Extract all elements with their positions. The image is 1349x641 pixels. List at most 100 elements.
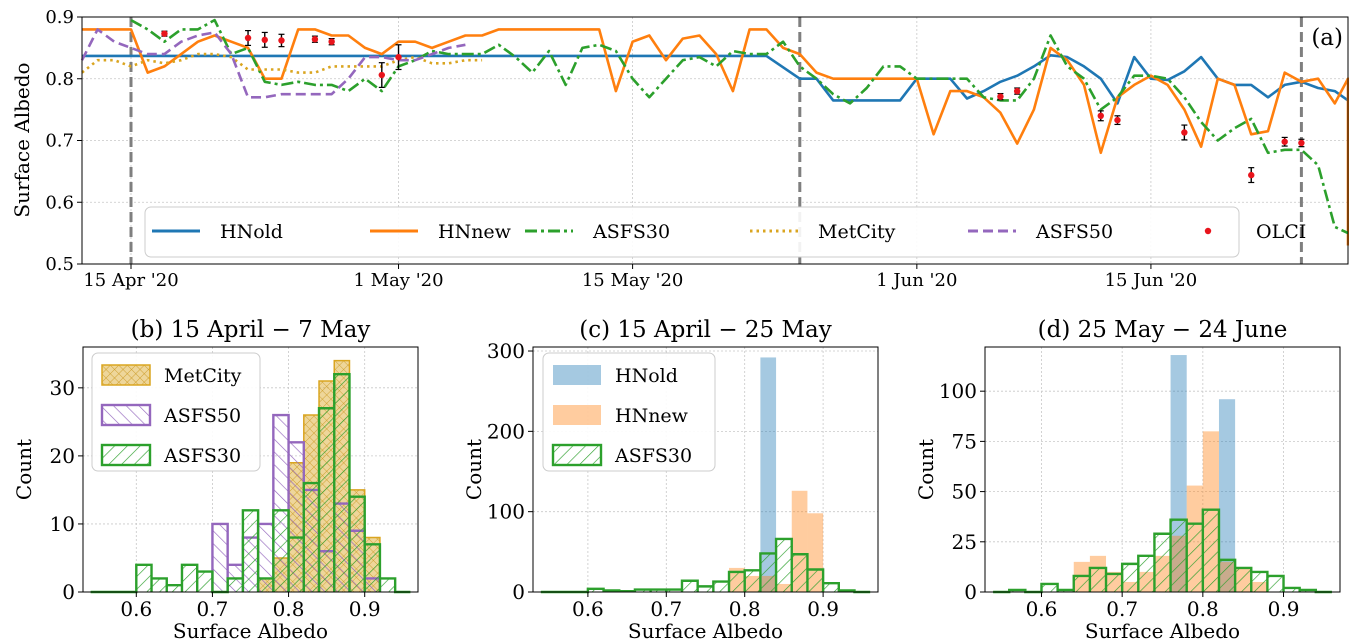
legend-label-hnold: HNold	[220, 221, 283, 243]
hist-frame	[82, 346, 419, 593]
legend-swatch-asfs30	[100, 443, 152, 467]
hist-bar-asfs30	[1106, 573, 1123, 592]
hist-ylabel: Count	[914, 439, 938, 500]
hist-bar-asfs30	[713, 581, 730, 592]
hist-xlabel: Surface Albedo	[628, 619, 783, 641]
hist-bar-asfs30	[242, 510, 259, 592]
y-tick-label: 20	[50, 444, 75, 468]
legend-swatch-hnnew	[553, 405, 601, 425]
panel-a-legend: HNold HNnew ASFS30 MetCity ASFS50 OLCI	[144, 206, 1306, 258]
x-tick-label: 0.8	[273, 597, 305, 621]
hist-bar-asfs30	[1073, 575, 1090, 592]
y-tick-label: 25	[952, 530, 977, 554]
x-tick-label: 0.8	[729, 597, 761, 621]
hist-bar-asfs30	[1041, 583, 1058, 592]
y-tick-label: 10	[50, 512, 75, 536]
hist-frame	[984, 346, 1341, 593]
hist-bar-asfs30	[807, 569, 824, 592]
series-line-asfs50	[80, 28, 466, 99]
y-tick-label: 200	[487, 419, 525, 443]
hist-xlabel: Surface Albedo	[1085, 619, 1240, 641]
olci-point	[1114, 116, 1121, 124]
legend-swatch-metcity	[101, 364, 151, 386]
x-tick-label: 15 Apr '20	[83, 270, 178, 291]
olci-point	[1298, 139, 1305, 147]
olci-point	[1181, 129, 1188, 136]
y-tick-label: 100	[487, 500, 525, 524]
hist-title: (c) 15 April − 25 May	[579, 317, 831, 343]
y-tick-label: 0.5	[45, 254, 74, 275]
y-tick-label: 75	[952, 429, 977, 453]
legend-swatch-asfs30	[551, 443, 603, 467]
series-line-hnold	[82, 53, 1349, 105]
olci-point	[378, 71, 385, 79]
legend-label-asfs30: ASFS30	[592, 221, 670, 243]
hist-bar-asfs30	[181, 564, 198, 592]
hist-bar-asfs30	[666, 589, 682, 592]
panel-c-histogram: 0 100 200 300 0.6 0.7 0.8 0.9 Surface Albedo Coun…	[462, 317, 879, 641]
olci-point	[244, 34, 252, 42]
y-tick-label: 0.8	[45, 69, 74, 90]
olci-point	[261, 36, 268, 44]
x-tick-label: 0.7	[650, 597, 682, 621]
panel-a-series	[80, 18, 1349, 246]
hist-bar-asfs30	[1186, 523, 1203, 592]
hist-bar-asfs30	[1267, 575, 1284, 592]
x-tick-label: 1 Jun '20	[876, 270, 957, 291]
legend-swatch-olci	[1204, 227, 1212, 235]
y-tick-label: 0	[964, 580, 977, 604]
hist-bar-asfs30	[650, 589, 667, 592]
hist-bar-asfs30	[364, 544, 380, 592]
x-tick-label: 0.6	[572, 597, 604, 621]
hist-bar-asfs30	[288, 537, 304, 592]
legend-label-asfs50: ASFS50	[163, 405, 241, 427]
hist-bars	[540, 357, 871, 594]
olci-point	[328, 38, 335, 45]
legend-label-hnnew: HNnew	[615, 405, 689, 427]
panel-a-x-ticks: 15 Apr '20 1 May '20 15 May '20 1 Jun '20 15…	[83, 264, 1197, 291]
x-tick-label: 0.9	[349, 597, 381, 621]
legend-label-hnold: HNold	[615, 365, 678, 387]
hist-bar-asfs30	[791, 554, 808, 592]
hist-bars	[90, 359, 411, 594]
hist-bar-asfs30	[744, 570, 761, 592]
x-tick-label: 1 May '20	[353, 270, 443, 291]
hist-bar-asfs30	[379, 578, 396, 592]
hist-bar-asfs30	[334, 374, 350, 592]
hist-title: (d) 25 May − 24 June	[1038, 317, 1288, 343]
hist-xlabel: Surface Albedo	[173, 619, 328, 641]
hist-title: (b) 15 April − 7 May	[131, 317, 371, 343]
x-tick-label: 15 May '20	[582, 270, 684, 291]
hist-bar-asfs30	[151, 578, 167, 592]
hist-bar-asfs30	[227, 578, 243, 592]
hist-bar-asfs30	[1235, 567, 1252, 592]
hist-bar-asfs30	[697, 586, 714, 592]
legend-label-olci: OLCI	[1256, 221, 1306, 243]
legend-box	[542, 352, 716, 472]
panel-a-label: (a)	[1311, 25, 1343, 51]
hist-bar-asfs30	[136, 564, 152, 592]
y-tick-label: 30	[50, 376, 75, 400]
hist-ylabel: Count	[462, 439, 486, 500]
y-tick-label: 100	[939, 379, 977, 403]
hist-bar-asfs30	[776, 538, 792, 592]
hist-bar-asfs30	[1218, 559, 1236, 592]
legend-label-metcity: MetCity	[164, 365, 242, 387]
x-tick-label: 0.9	[1268, 597, 1300, 621]
hist-bar-asfs30	[1089, 567, 1107, 592]
olci-point	[1248, 171, 1255, 179]
legend-swatch-hnold	[553, 365, 601, 385]
olci-point	[1013, 87, 1021, 95]
panel-a-y-ticks: 0.5 0.6 0.7 0.8 0.9	[45, 7, 82, 275]
legend-swatch-asfs50	[100, 403, 152, 427]
hist-bar-asfs30	[1283, 587, 1300, 592]
hist-bar-asfs30	[634, 589, 651, 592]
panel-a-timeseries: 0.5 0.6 0.7 0.8 0.9 15 Apr '20 1 May '20 15 Ma…	[10, 7, 1349, 291]
hist-bar-hnold	[760, 357, 777, 592]
panel-b-histogram: 0 10 20 30 0.6 0.7 0.8 0.9 Surface Albedo Count (b…	[12, 317, 419, 641]
hist-bars	[993, 355, 1332, 594]
y-tick-label: 0	[512, 580, 525, 604]
panel-d-histogram: 0 25 50 75 100 0.6 0.7 0.8 0.9 Surface Albedo Coun…	[914, 317, 1341, 641]
olci-point	[1097, 112, 1104, 120]
